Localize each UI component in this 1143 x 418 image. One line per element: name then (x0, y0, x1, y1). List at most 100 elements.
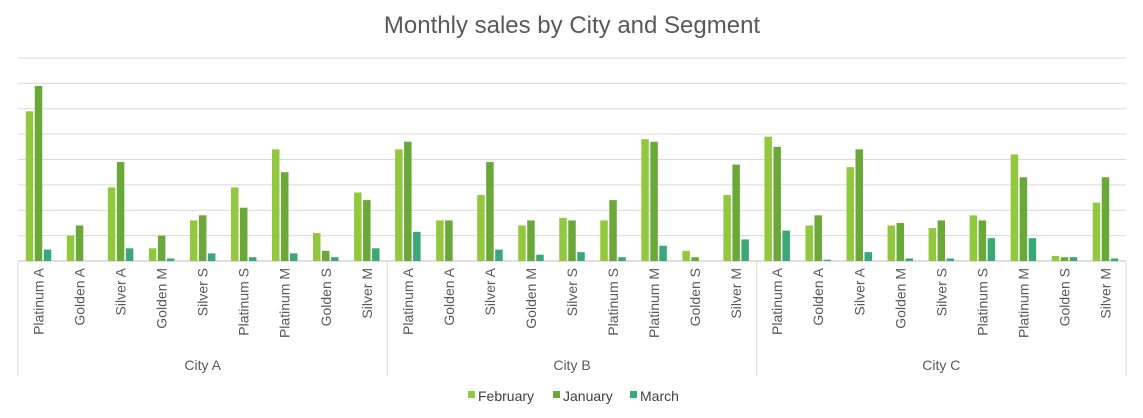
bar-february (354, 192, 362, 261)
bar-february (764, 136, 772, 261)
bar-january (1060, 257, 1069, 261)
bar-march (289, 253, 298, 261)
bar-february (230, 187, 239, 261)
bar-march (248, 257, 257, 261)
bar-january (404, 141, 412, 261)
bar-march (372, 248, 380, 261)
bar-march (741, 239, 749, 261)
tick-label: Silver M (728, 268, 744, 319)
bar-january (280, 172, 289, 261)
bar-february (25, 111, 34, 261)
bar-february (148, 248, 157, 261)
bar-february (107, 187, 116, 261)
bars (25, 85, 1119, 261)
bar-february (66, 235, 75, 261)
group-label: City A (184, 357, 221, 373)
bar-january (978, 220, 987, 261)
tick-label: Golden M (523, 268, 539, 329)
tick-label: Platinum A (31, 267, 47, 335)
bar-january (157, 235, 166, 261)
tick-label: Silver A (851, 267, 867, 315)
axes (17, 261, 1127, 376)
tick-label: Platinum M (1015, 268, 1031, 338)
bar-march (618, 257, 626, 261)
tick-label: Golden S (1056, 268, 1072, 326)
bar-march (125, 248, 134, 261)
bar-january (116, 162, 125, 261)
bar-february (1092, 202, 1101, 261)
tick-label: Platinum M (646, 268, 662, 338)
tick-label: Silver A (482, 267, 498, 315)
bar-february (600, 220, 608, 261)
bar-february (641, 139, 649, 261)
bar-february (928, 228, 937, 261)
group-label: City B (553, 357, 590, 373)
bar-march (536, 254, 544, 261)
group-labels: City A City B City C (184, 357, 960, 373)
bar-january (773, 146, 781, 261)
bar-february (559, 217, 567, 261)
bar-march (905, 258, 914, 261)
tick-label: Silver A (113, 267, 129, 315)
bar-march (1110, 258, 1119, 261)
bar-february (395, 149, 403, 261)
tick-label: Silver M (1097, 268, 1113, 319)
legend-label: February (478, 388, 534, 404)
group-label: City C (922, 357, 960, 373)
bar-march (659, 245, 667, 261)
bar-january (34, 85, 43, 261)
bar-february (846, 167, 855, 261)
bar-january (609, 200, 617, 261)
bar-february (518, 225, 526, 261)
tick-label: Golden M (892, 268, 908, 329)
legend-swatch (630, 391, 637, 398)
bar-february (682, 250, 690, 261)
tick-label: Golden S (318, 268, 334, 326)
tick-label: Silver M (359, 268, 375, 319)
bar-march (1069, 257, 1078, 261)
bar-january (855, 149, 864, 261)
legend-swatch (468, 391, 475, 398)
bar-march (413, 231, 421, 261)
bar-march (946, 258, 955, 261)
bar-february (313, 233, 321, 261)
bar-march (782, 230, 790, 261)
bar-february (1051, 255, 1060, 261)
bar-january (198, 215, 207, 261)
bar-february (723, 195, 731, 261)
legend: February January March (468, 388, 679, 404)
tick-label: Platinum S (236, 268, 252, 336)
bar-january (896, 222, 905, 261)
bar-march (331, 257, 339, 261)
tick-label: Platinum A (400, 267, 416, 335)
bar-march (823, 259, 831, 261)
bar-january (1019, 177, 1028, 261)
bar-february (271, 149, 280, 261)
bar-february (477, 195, 485, 261)
bar-january (937, 220, 946, 261)
bar-february (189, 220, 198, 261)
tick-labels: Platinum A Golden A Silver A Golden M Silver… (31, 267, 1114, 338)
bar-march (43, 249, 52, 261)
bar-march (577, 252, 585, 261)
bar-february (969, 215, 978, 261)
bar-march (987, 238, 996, 261)
tick-label: Platinum M (277, 268, 293, 338)
tick-label: Silver S (933, 268, 949, 316)
bar-january (445, 220, 453, 261)
bar-january (527, 220, 535, 261)
bar-february (805, 225, 813, 261)
bar-march (864, 252, 873, 261)
bar-march (1028, 238, 1037, 261)
tick-label: Platinum S (974, 268, 990, 336)
tick-label: Golden M (154, 268, 170, 329)
bar-january (814, 215, 822, 261)
bar-march (495, 249, 503, 261)
bar-january (650, 141, 658, 261)
bar-january (568, 220, 576, 261)
tick-label: Golden A (441, 267, 457, 325)
tick-label: Golden S (687, 268, 703, 326)
bar-january (363, 200, 371, 261)
chart-title: Monthly sales by City and Segment (384, 12, 761, 39)
